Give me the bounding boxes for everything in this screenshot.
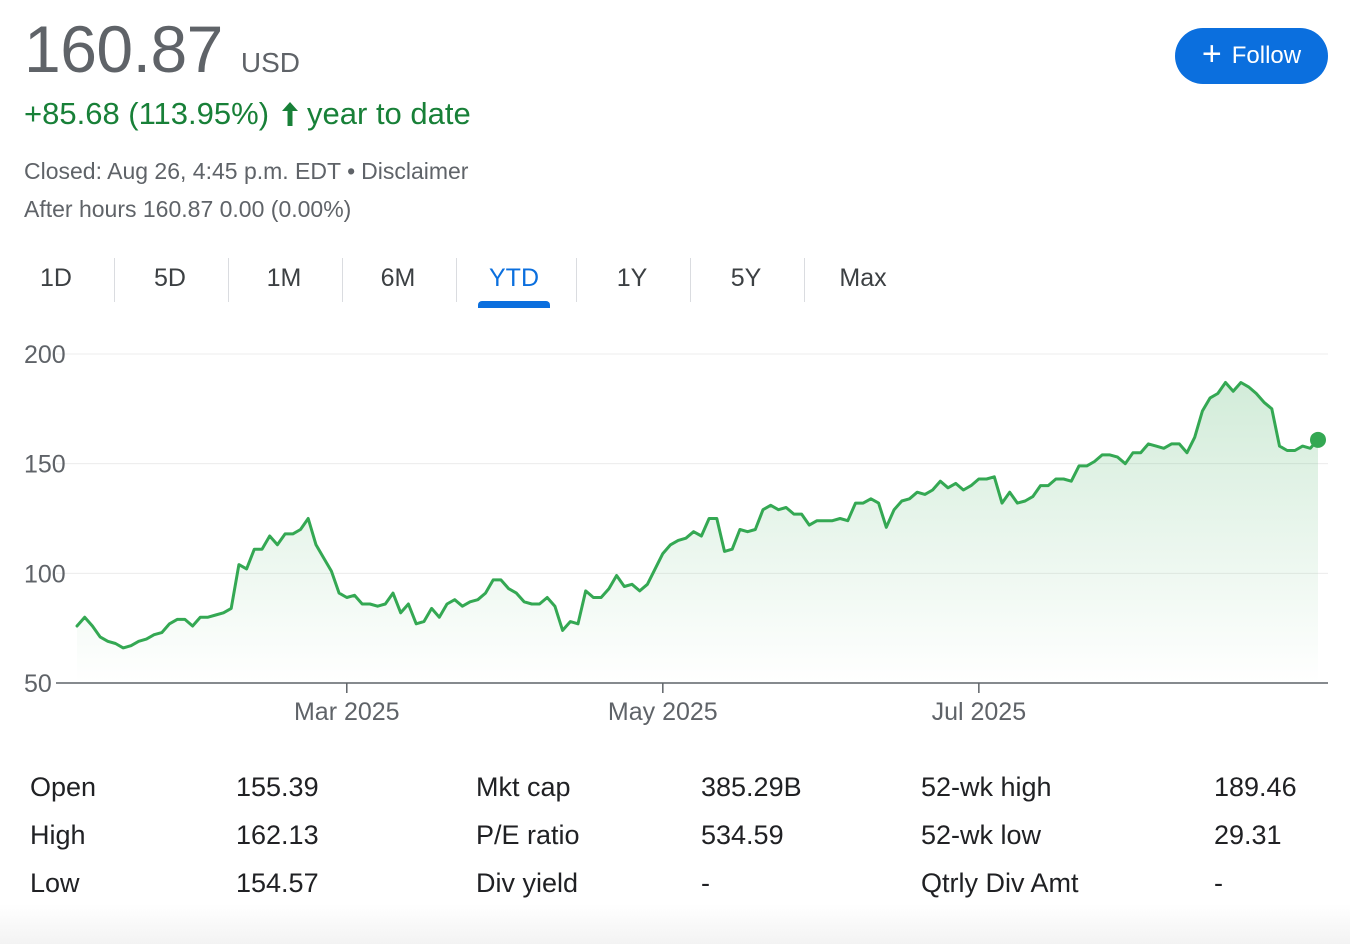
tab-divider (114, 258, 115, 302)
x-tick-label: May 2025 (608, 698, 718, 726)
x-tick-label: Jul 2025 (932, 698, 1027, 726)
price-change: +85.68 (113.95%) year to date (24, 96, 471, 132)
stat-label-52-wk-low: 52-wk low (921, 820, 1042, 850)
stat-value-p-e-ratio: 534.59 (701, 820, 784, 850)
y-tick-label: 200 (24, 341, 66, 369)
stat-value-qtrly-div-amt: - (1214, 868, 1223, 898)
stat-label-52-wk-high: 52-wk high (921, 772, 1052, 802)
stat-value-low: 154.57 (236, 868, 319, 898)
separator-dot: • (347, 158, 356, 184)
y-tick-label: 150 (24, 451, 66, 479)
tab-1y[interactable]: 1Y (616, 263, 648, 292)
after-hours-change: 0.00 (0.00%) (219, 196, 352, 222)
stat-value-52-wk-low: 29.31 (1214, 820, 1282, 850)
x-tick-label: Mar 2025 (294, 698, 400, 726)
bottom-fade (0, 904, 1350, 944)
price-chart[interactable]: 200 150 100 50 Mar 2025 May 2025 Jul 2025 (0, 330, 1350, 730)
stat-label-low: Low (30, 868, 80, 898)
stat-value-52-wk-high: 189.46 (1214, 772, 1297, 802)
stat-value-mkt-cap: 385.29B (701, 772, 802, 802)
last-price-dot (1310, 431, 1326, 448)
change-period: year to date (307, 96, 471, 131)
plus-icon: + (1201, 35, 1222, 73)
tab-divider (690, 258, 691, 302)
stat-label-qtrly-div-amt: Qtrly Div Amt (921, 868, 1079, 898)
stat-value-div-yield: - (701, 868, 710, 898)
tab-1d[interactable]: 1D (40, 263, 72, 292)
tab-divider (456, 258, 457, 302)
stat-value-high: 162.13 (236, 820, 319, 850)
tab-active-indicator (478, 301, 550, 308)
market-status: Closed: Aug 26, 4:45 p.m. EDT • Disclaimer (24, 158, 468, 185)
stat-label-high: High (30, 820, 86, 850)
tab-ytd[interactable]: YTD (489, 263, 539, 292)
y-tick-label: 100 (24, 560, 66, 588)
tab-divider (342, 258, 343, 302)
stat-label-mkt-cap: Mkt cap (476, 772, 571, 802)
price-line (75, 381, 1320, 650)
stat-label-open: Open (30, 772, 97, 802)
y-tick-label: 50 (24, 670, 52, 698)
stat-label-p-e-ratio: P/E ratio (476, 820, 580, 850)
tab-1m[interactable]: 1M (266, 263, 302, 292)
change-amount: +85.68 (113.95%) (24, 96, 270, 131)
after-hours: After hours 160.87 0.00 (0.00%) (24, 196, 351, 223)
current-price: 160.87 (24, 12, 223, 86)
price-area (77, 382, 1318, 683)
disclaimer-link[interactable]: Disclaimer (361, 158, 469, 184)
tab-5d[interactable]: 5D (154, 263, 186, 292)
stat-value-open: 155.39 (236, 772, 319, 802)
up-arrow-icon (282, 102, 299, 126)
after-hours-price: After hours 160.87 (24, 196, 214, 222)
stat-label-div-yield: Div yield (476, 868, 579, 898)
tab-divider (804, 258, 805, 302)
price-header: 160.87 USD (24, 10, 300, 88)
follow-button[interactable]: + Follow (1175, 28, 1328, 84)
closed-time: Closed: Aug 26, 4:45 p.m. EDT (24, 158, 342, 184)
currency-label: USD (240, 47, 300, 78)
tab-6m[interactable]: 6M (380, 263, 416, 292)
tab-divider (228, 258, 229, 302)
tab-max[interactable]: Max (839, 263, 887, 292)
follow-label: Follow (1231, 42, 1302, 69)
tab-divider (576, 258, 577, 302)
tab-5y[interactable]: 5Y (730, 263, 762, 292)
